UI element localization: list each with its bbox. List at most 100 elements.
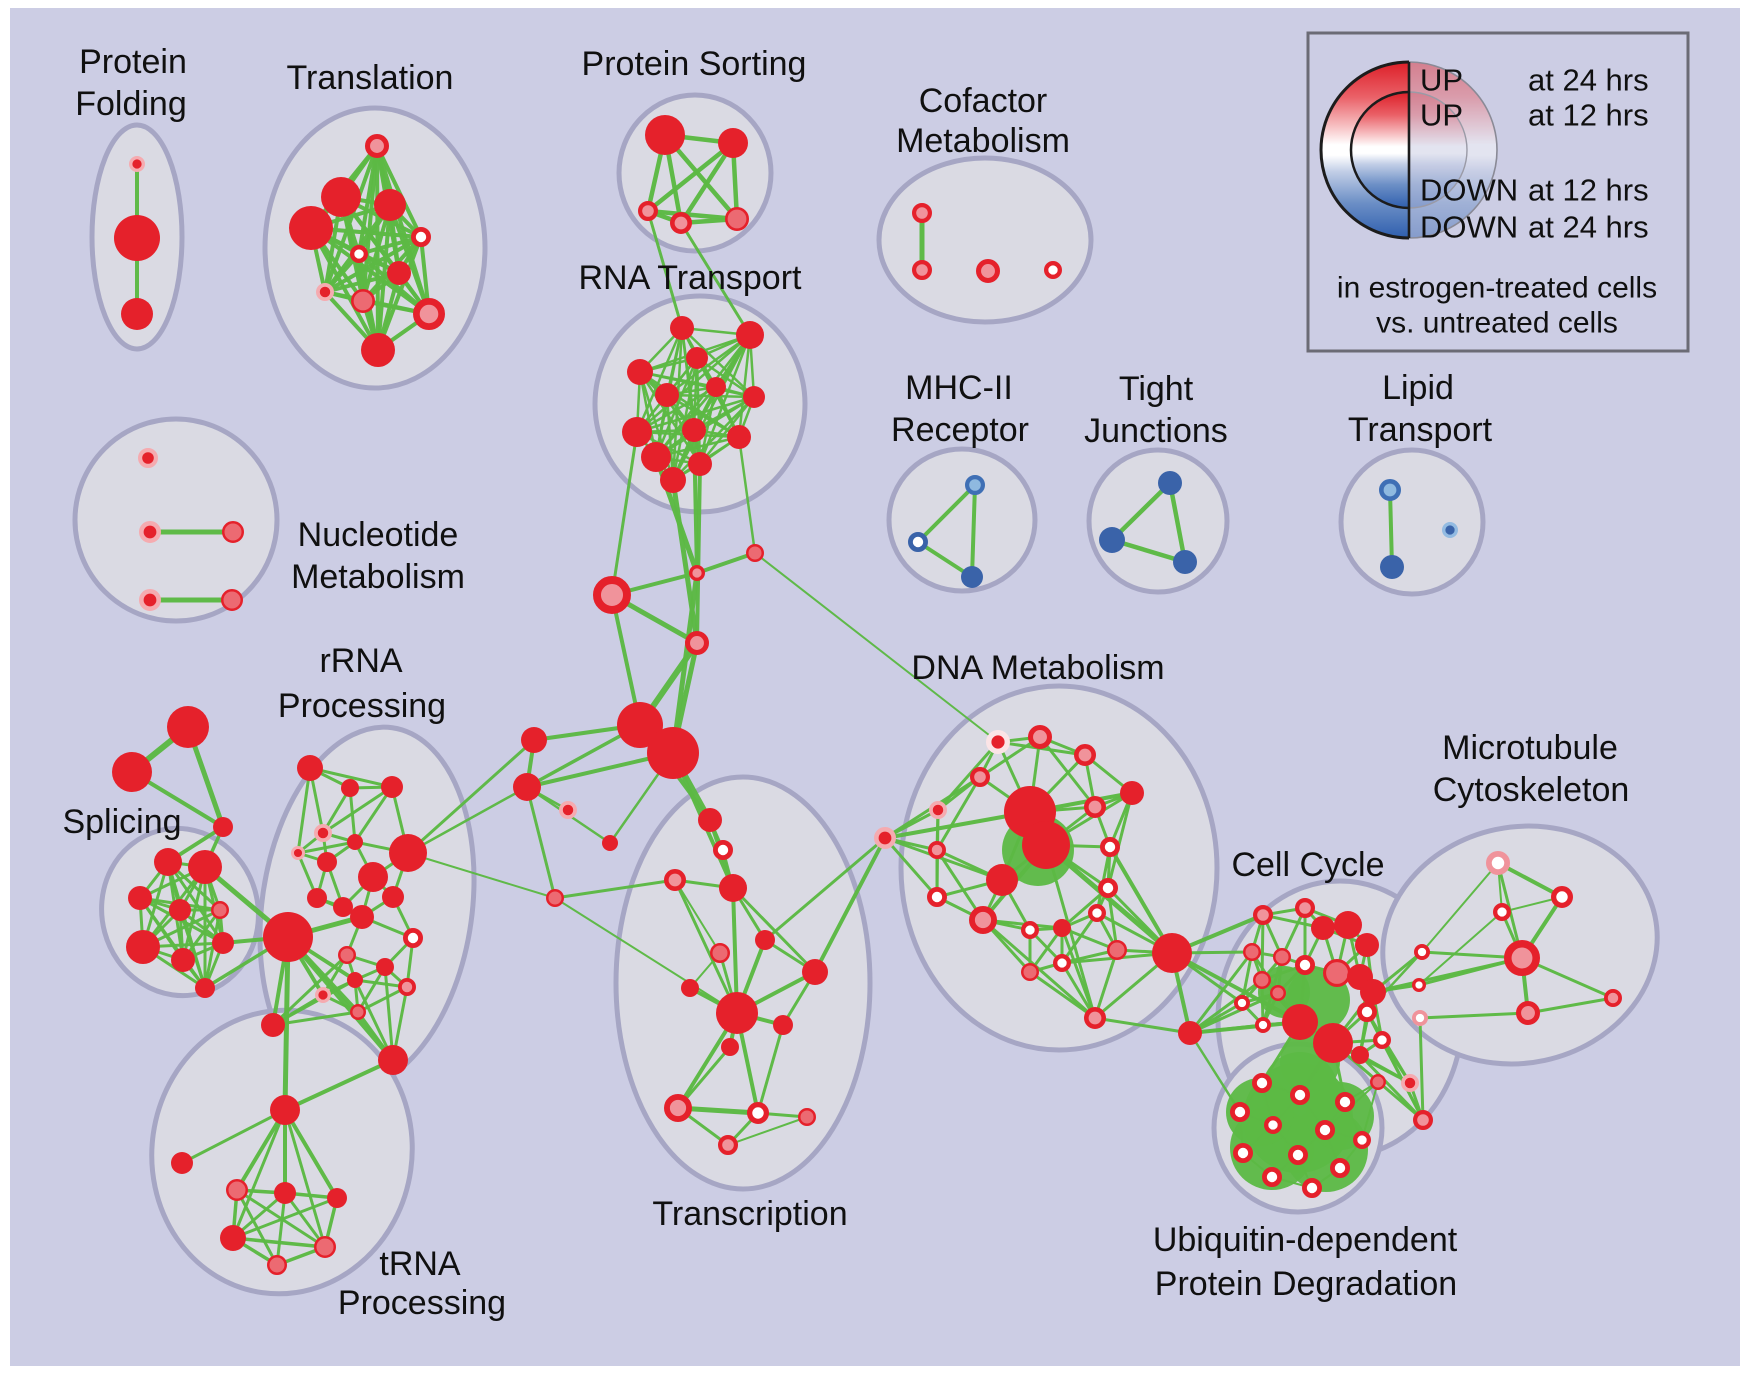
edge-trn xyxy=(756,1023,785,1115)
node-tp-4 xyxy=(327,1188,347,1208)
node-dm-4 xyxy=(929,801,948,820)
node-dm-13 xyxy=(1098,878,1119,899)
node-tr-9 xyxy=(412,297,445,330)
node-hub-12 xyxy=(112,752,152,792)
node-sp-5 xyxy=(126,930,160,964)
node-rr-21 xyxy=(261,1013,285,1037)
node-cc-7 xyxy=(1295,955,1316,976)
node-tp-0 xyxy=(270,1095,300,1125)
edge-mt xyxy=(1421,862,1499,953)
edge-rr xyxy=(296,840,357,855)
node-hub-7 xyxy=(592,575,631,614)
node-rr-14 xyxy=(338,946,356,964)
edge-dm xyxy=(1044,843,1097,1020)
node-cc-13 xyxy=(1234,994,1251,1011)
node-rr-11 xyxy=(333,897,353,917)
cluster-label-tp-1: Processing xyxy=(338,1284,506,1322)
node-hub-13 xyxy=(213,817,233,837)
node-mt-5 xyxy=(1604,989,1623,1008)
node-cc-11 xyxy=(1253,971,1271,989)
edge-dm xyxy=(1060,911,1099,965)
node-tp-5 xyxy=(220,1225,246,1251)
legend-time-1: at 12 hrs xyxy=(1528,98,1649,133)
node-ub-7 xyxy=(1233,1143,1254,1164)
node-trn-12 xyxy=(747,1102,770,1125)
node-trn-10 xyxy=(721,1038,739,1056)
node-cc-16 xyxy=(1313,1023,1353,1063)
legend-time-2: at 12 hrs xyxy=(1528,173,1649,208)
node-tr-2 xyxy=(374,189,406,221)
node-rr-10 xyxy=(307,888,327,908)
edge-tr xyxy=(375,144,423,239)
node-cc-18 xyxy=(1373,1031,1392,1050)
node-ub-12 xyxy=(1370,1074,1386,1090)
node-tj-1 xyxy=(1099,527,1125,553)
node-rr-2 xyxy=(381,776,403,798)
edge-tp xyxy=(235,1108,287,1192)
node-cm-0 xyxy=(911,203,932,224)
edge-dm xyxy=(1043,842,1175,956)
edge-rt xyxy=(635,395,756,434)
node-rr-5 xyxy=(317,852,337,872)
node-rt-4 xyxy=(706,377,726,397)
node-hub-11 xyxy=(167,706,209,748)
node-cc-10 xyxy=(1360,979,1386,1005)
cluster-label-mt-0: Microtubule xyxy=(1442,729,1618,767)
edge-dm xyxy=(883,836,939,899)
node-mt-1 xyxy=(1551,886,1574,909)
edge-ps xyxy=(645,208,740,222)
cluster-label-pf-0: Protein xyxy=(79,43,187,81)
cluster-ellipse-mhc xyxy=(886,446,1038,594)
node-rr-0 xyxy=(297,755,323,781)
cluster-label-tj-0: Tight xyxy=(1119,370,1194,408)
node-trn-1 xyxy=(713,840,734,861)
node-dm-2 xyxy=(1074,743,1097,766)
node-mhc-0 xyxy=(964,475,985,496)
node-lt-2 xyxy=(1442,521,1459,538)
node-rr-9 xyxy=(382,886,404,908)
edge-tp xyxy=(231,1196,339,1240)
edge-tp xyxy=(275,1191,287,1267)
node-dm-7 xyxy=(873,826,896,849)
legend-inner-arc-left xyxy=(1349,90,1410,210)
cluster-label-ub-1: Protein Degradation xyxy=(1155,1265,1457,1303)
edge-ps xyxy=(678,140,736,226)
node-rr-8 xyxy=(389,834,427,872)
node-pf-1 xyxy=(114,215,160,261)
cluster-label-ps-0: Protein Sorting xyxy=(582,45,807,83)
edge-cc-mt xyxy=(1418,1016,1425,1122)
node-cc-21 xyxy=(1412,1109,1433,1130)
cluster-label-lt-1: Transport xyxy=(1348,411,1493,449)
node-tr-4 xyxy=(410,226,431,247)
node-tr-10 xyxy=(361,333,395,367)
edge-dm xyxy=(981,918,1097,1020)
cluster-label-pf-1: Folding xyxy=(75,85,187,123)
node-rt-1 xyxy=(736,321,764,349)
node-mt-4 xyxy=(1516,1001,1541,1026)
node-dm-17 xyxy=(1053,919,1071,937)
node-hub-5 xyxy=(559,801,578,820)
node-rt-11 xyxy=(688,452,712,476)
edge-rr-tp xyxy=(283,1058,395,1112)
node-dm-19 xyxy=(1107,940,1127,960)
node-dm-22 xyxy=(1152,933,1192,973)
edge-hub-tp xyxy=(282,934,291,1113)
legend-caption-0: in estrogen-treated cells xyxy=(1337,272,1657,305)
edge-tr xyxy=(357,235,423,256)
edge-mt xyxy=(1418,911,1503,986)
node-rr-3 xyxy=(314,824,333,843)
node-lt-1 xyxy=(1380,555,1404,579)
edge-ps-rt xyxy=(679,221,752,337)
node-rt-7 xyxy=(622,417,652,447)
edge-rt xyxy=(665,393,675,482)
node-rr-17 xyxy=(398,978,417,997)
node-sp-2 xyxy=(128,886,152,910)
cluster-label-tr-0: Translation xyxy=(287,59,454,97)
node-sp-7 xyxy=(212,932,234,954)
edge-tj xyxy=(1167,480,1188,565)
node-dm-14 xyxy=(969,906,998,935)
cluster-label-rr-1: Processing xyxy=(278,687,446,725)
edge-tr xyxy=(361,203,392,303)
edge-rt xyxy=(635,326,684,434)
edge-rr xyxy=(353,785,394,844)
